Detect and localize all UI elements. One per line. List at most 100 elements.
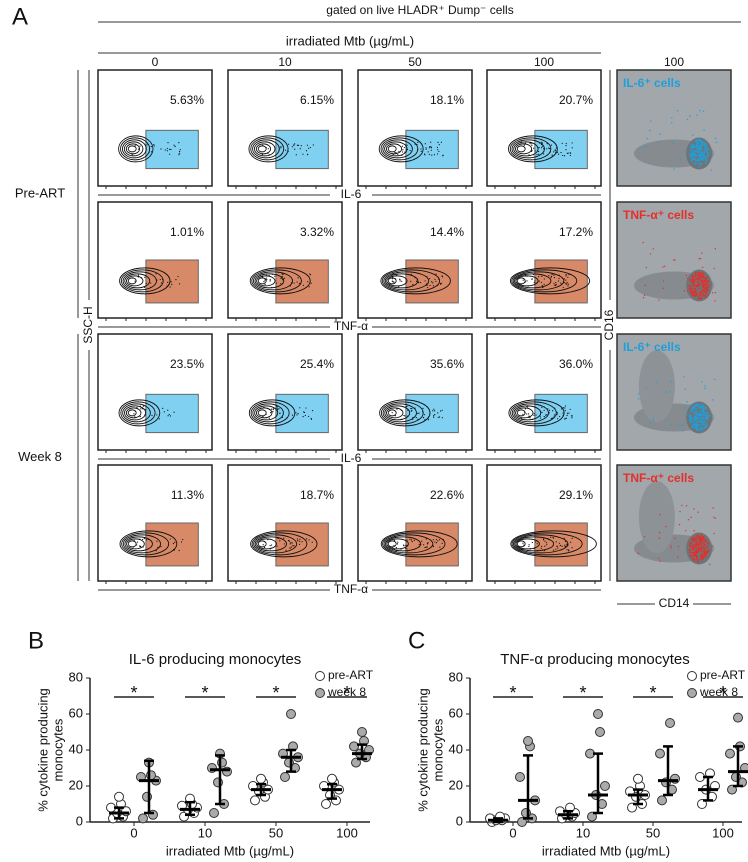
overlay-dot [700,541,703,543]
overlay-dot [699,558,702,561]
contour [127,145,137,153]
event-dot [268,154,270,156]
overlay-dot [701,252,703,254]
event-dot [290,546,293,548]
event-dot [435,538,438,541]
overlay-dot [707,542,709,544]
event-dot [288,540,291,542]
overlay-dot [692,280,695,283]
event-dot [179,149,181,151]
event-dot [297,413,299,415]
data-point [593,709,603,719]
overlay-dot [689,548,691,551]
overlay-dot [641,147,644,149]
event-dot [299,407,301,409]
overlay-dot [700,427,703,429]
data-point [733,712,743,723]
overlay-dot [658,537,661,540]
overlay-dot [693,275,696,278]
event-dot [307,281,309,283]
event-dot [167,415,169,417]
event-dot [178,283,181,285]
event-dot [531,149,533,151]
overlay-dot [697,157,700,160]
event-dot [392,153,394,156]
overlay-dot [690,407,693,410]
overlay-dot [683,424,685,426]
overlay-dot [658,299,660,301]
event-dot [551,417,554,419]
overlay-dot [697,142,700,145]
event-dot [406,548,408,550]
event-dot [406,539,408,541]
event-dot [275,282,277,284]
y-axis-label: % cytokine producing [415,688,430,812]
overlay-dot [714,248,717,250]
event-dot [542,286,544,288]
event-dot [398,286,400,288]
overlay-dot [694,550,697,553]
event-dot [435,273,437,275]
event-dot [397,154,399,156]
overlay-dot [696,411,699,413]
contour [508,399,565,427]
event-dot [533,147,535,149]
event-dot [139,415,141,418]
event-dot [564,545,566,548]
event-dot [402,151,404,153]
event-dot [437,416,439,418]
event-dot [274,275,276,277]
overlay-dot [694,543,697,546]
overlay-dot [712,507,714,509]
overlay-dot [705,284,708,287]
overlay-dot [673,168,675,170]
event-dot [306,144,309,146]
overlay-dot [673,259,675,261]
event-dot [261,276,264,278]
event-dot [423,414,426,416]
event-dot [164,149,166,151]
event-dot [142,405,145,407]
overlay-dot [690,421,693,423]
overlay-dot [688,416,691,418]
overlay-dot [712,545,714,547]
overlay-dot [703,144,706,146]
percentage: 6.15% [300,93,334,107]
contour [383,534,434,554]
overlay-dot [696,428,699,431]
event-dot [263,546,266,549]
gate [275,259,329,304]
overlay-dot [686,413,688,416]
legend-marker [687,688,697,698]
overlay-dot [691,292,694,295]
x-tick-label: 0 [509,825,516,840]
event-dot [289,285,291,287]
overlay-dot [698,151,701,153]
event-dot [391,273,394,276]
event-dot [565,142,567,145]
event-dot [555,281,557,284]
event-dot [556,411,558,413]
column-header: 0 [152,55,159,69]
event-dot [182,538,184,541]
overlay-x-axis-label: CD14 [659,596,690,610]
event-dot [137,148,140,150]
event-dot [528,415,530,417]
event-dot [401,154,403,157]
event-dot [550,275,553,277]
data-point [286,709,296,719]
event-dot [286,417,288,419]
x-tick-label: 10 [198,825,212,840]
overlay-dot [702,288,704,291]
overlay-dot [697,420,700,423]
event-dot [561,408,563,410]
event-dot [530,548,532,550]
event-dot [393,282,395,284]
event-dot [281,416,283,419]
event-dot [170,148,172,151]
data-point [138,813,148,824]
overlay-dot [694,538,697,541]
event-dot [307,153,309,156]
event-dot [541,285,543,287]
event-dot [155,550,157,552]
